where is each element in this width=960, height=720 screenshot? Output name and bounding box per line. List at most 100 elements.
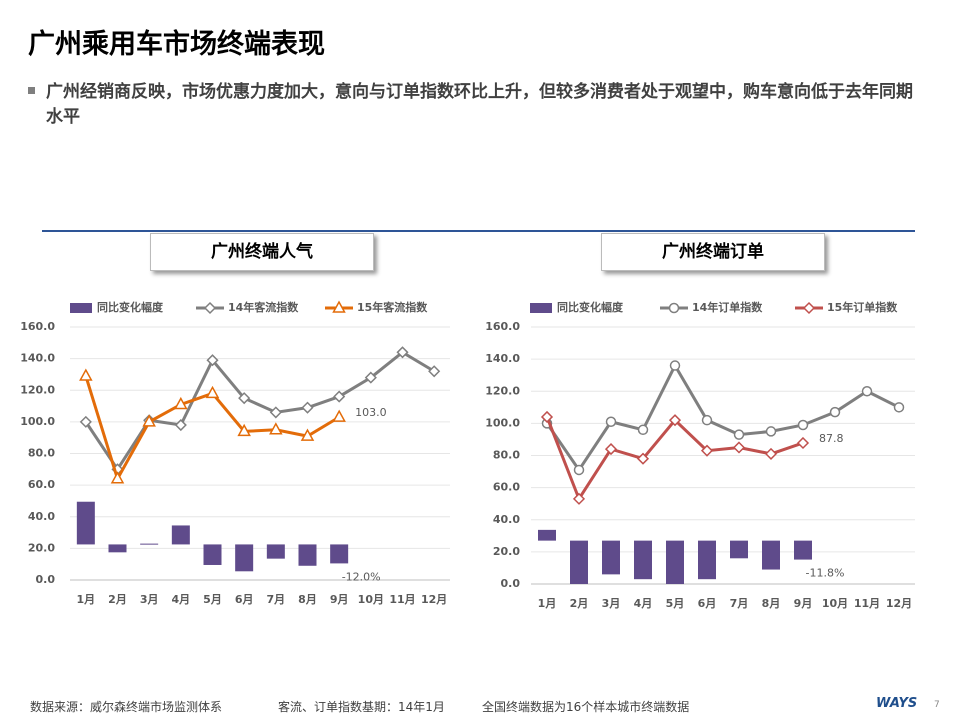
bar bbox=[108, 544, 127, 553]
separator bbox=[42, 230, 915, 232]
bar bbox=[666, 540, 684, 584]
marker bbox=[668, 414, 682, 427]
line bbox=[545, 362, 900, 473]
marker bbox=[700, 444, 714, 457]
bullet-dot bbox=[28, 87, 35, 94]
bar bbox=[76, 501, 95, 545]
marker bbox=[893, 402, 905, 413]
y-tick-label: 160.0 bbox=[20, 320, 55, 333]
y-tick-label: 0.0 bbox=[36, 573, 56, 586]
bar bbox=[235, 544, 254, 572]
marker bbox=[732, 441, 746, 454]
bar bbox=[140, 543, 159, 545]
bar bbox=[203, 544, 222, 565]
marker bbox=[604, 443, 618, 456]
marker bbox=[110, 471, 125, 484]
y-tick-label: 120.0 bbox=[20, 383, 55, 396]
x-tick-label: 11月 bbox=[389, 593, 415, 606]
marker bbox=[861, 386, 873, 397]
marker bbox=[829, 406, 841, 418]
y-tick-label: 80.0 bbox=[493, 449, 520, 462]
marker bbox=[428, 365, 441, 378]
marker bbox=[269, 406, 282, 419]
x-tick-label: 4月 bbox=[634, 597, 653, 610]
x-tick-label: 8月 bbox=[762, 597, 781, 610]
marker bbox=[668, 302, 680, 314]
y-tick-label: 140.0 bbox=[20, 352, 55, 365]
x-tick-label: 6月 bbox=[235, 593, 254, 606]
footer-note: 全国终端数据为16个样本城市终端数据 bbox=[482, 700, 690, 714]
marker bbox=[802, 301, 816, 315]
x-tick-label: 7月 bbox=[267, 593, 286, 606]
x-tick-label: 9月 bbox=[794, 597, 813, 610]
marker bbox=[605, 416, 617, 428]
y-tick-label: 100.0 bbox=[20, 415, 55, 428]
legend-label: 15年订单指数 bbox=[827, 300, 898, 314]
x-tick-label: 7月 bbox=[730, 597, 749, 610]
bar bbox=[171, 525, 190, 545]
bar bbox=[570, 540, 588, 584]
x-tick-label: 11月 bbox=[854, 597, 880, 610]
data-label: -12.0% bbox=[342, 570, 381, 583]
data-label: -11.8% bbox=[806, 567, 845, 580]
marker bbox=[174, 418, 187, 432]
x-tick-label: 3月 bbox=[140, 593, 159, 606]
marker bbox=[203, 301, 217, 315]
marker bbox=[636, 452, 650, 465]
x-tick-label: 2月 bbox=[108, 593, 127, 606]
bar bbox=[330, 544, 349, 564]
y-tick-label: 40.0 bbox=[28, 510, 55, 523]
x-tick-label: 2月 bbox=[570, 597, 589, 610]
legend-swatch bbox=[530, 303, 552, 313]
x-tick-label: 5月 bbox=[666, 597, 685, 610]
legend-label: 14年订单指数 bbox=[692, 300, 763, 314]
bar bbox=[266, 544, 285, 559]
x-tick-label: 10月 bbox=[358, 593, 384, 606]
x-tick-label: 6月 bbox=[698, 597, 717, 610]
y-tick-label: 60.0 bbox=[28, 478, 55, 491]
marker bbox=[796, 436, 810, 450]
legend-label: 同比变化幅度 bbox=[97, 300, 164, 314]
y-tick-label: 60.0 bbox=[493, 481, 520, 494]
page-number: 7 bbox=[934, 700, 940, 710]
x-tick-label: 1月 bbox=[538, 597, 557, 610]
y-tick-label: 160.0 bbox=[485, 320, 520, 333]
chart: 0.0 20.0 40.0 60.0 80.0 100.0 120.0 140.0 160.0 1… bbox=[485, 300, 915, 610]
y-tick-label: 140.0 bbox=[485, 352, 520, 365]
y-tick-label: 80.0 bbox=[28, 447, 55, 460]
logo: WAYS bbox=[876, 696, 918, 711]
marker bbox=[142, 414, 156, 427]
data-label: 103.0 bbox=[355, 406, 387, 419]
chart-title: 广州终端人气 bbox=[150, 233, 374, 271]
marker bbox=[764, 447, 778, 460]
bar bbox=[698, 540, 716, 580]
marker bbox=[332, 409, 346, 422]
y-tick-label: 0.0 bbox=[501, 577, 521, 590]
y-tick-label: 40.0 bbox=[493, 513, 520, 526]
marker bbox=[300, 428, 315, 441]
marker bbox=[573, 464, 585, 476]
x-tick-label: 10月 bbox=[822, 597, 848, 610]
marker bbox=[765, 426, 777, 437]
marker bbox=[238, 392, 251, 405]
x-tick-label: 8月 bbox=[298, 593, 317, 606]
bar bbox=[730, 540, 748, 559]
legend-swatch bbox=[70, 303, 92, 313]
y-tick-label: 20.0 bbox=[28, 541, 55, 554]
footer-note: 客流、订单指数基期：14年1月 bbox=[278, 700, 445, 714]
bar bbox=[602, 540, 620, 575]
marker bbox=[301, 401, 314, 414]
slide-title: 广州乘用车市场终端表现 bbox=[28, 29, 325, 60]
x-tick-label: 3月 bbox=[602, 597, 621, 610]
legend-label: 15年客流指数 bbox=[357, 300, 428, 314]
bar bbox=[634, 540, 652, 580]
bar bbox=[762, 540, 780, 570]
legend-label: 14年客流指数 bbox=[228, 300, 299, 314]
marker bbox=[79, 415, 92, 428]
marker bbox=[797, 419, 809, 431]
marker bbox=[669, 360, 681, 371]
y-tick-label: 120.0 bbox=[485, 384, 520, 397]
marker bbox=[364, 371, 377, 384]
marker bbox=[733, 429, 745, 440]
marker bbox=[79, 368, 93, 381]
